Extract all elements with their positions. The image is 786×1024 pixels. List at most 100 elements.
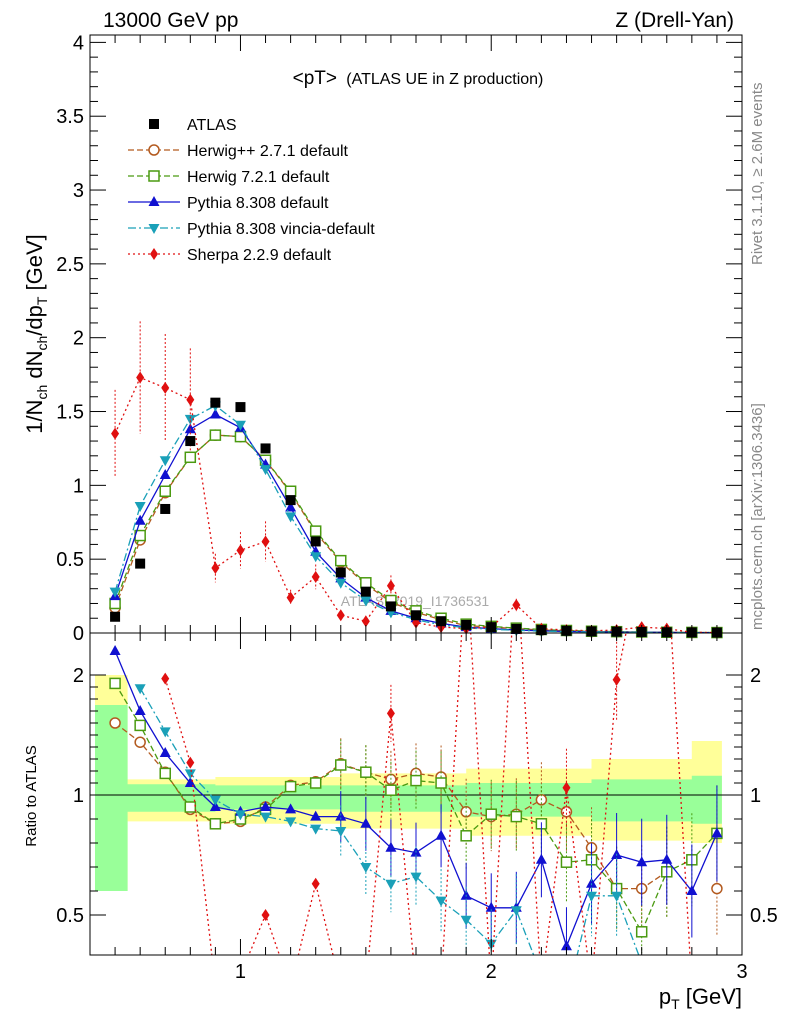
mcplots-label: mcplots.cern.ch [arXiv:1306.3436]	[749, 403, 766, 630]
ratio-marker	[134, 736, 146, 748]
ratio-marker	[410, 872, 422, 883]
ratio-marker	[586, 877, 598, 888]
atlas-data-point	[110, 611, 121, 622]
legend-marker	[148, 144, 160, 156]
series-marker	[159, 456, 171, 467]
ratio-marker	[261, 909, 270, 921]
series-marker	[161, 381, 170, 394]
ratio-tick-label-right: 1	[750, 785, 761, 807]
ratio-marker	[560, 856, 573, 868]
ratio-marker	[612, 673, 621, 686]
ratio-marker	[410, 774, 422, 787]
ratio-marker	[335, 827, 347, 837]
series-marker	[209, 429, 222, 441]
ratio-marker	[686, 885, 698, 895]
ratio-marker	[711, 882, 723, 895]
watermark: ATLAS_2019_I1736531	[341, 593, 490, 609]
ratio-band-outer	[95, 675, 722, 891]
ratio-marker	[184, 777, 196, 787]
y-tick-label-main: 2	[73, 328, 84, 350]
ratio-marker	[460, 915, 472, 926]
ratio-marker	[562, 781, 571, 794]
legend-label: Sherpa 2.2.9 default	[187, 247, 332, 264]
atlas-data-point	[160, 503, 171, 514]
series-marker	[234, 420, 246, 431]
atlas-data-point	[285, 495, 296, 506]
ratio-marker	[310, 824, 322, 835]
ratio-marker	[109, 677, 121, 690]
ratio-marker	[661, 853, 673, 864]
series-marker	[309, 525, 322, 537]
header-right: Z (Drell-Yan)	[615, 9, 734, 32]
series-marker	[285, 512, 297, 523]
ratio-marker	[184, 801, 197, 813]
atlas-data-point	[210, 397, 221, 408]
ratio-marker	[385, 841, 397, 852]
legend-label: ATLAS	[187, 117, 237, 134]
ratio-marker	[635, 926, 648, 938]
series-marker	[361, 615, 370, 628]
ratio-marker	[560, 940, 572, 951]
series-marker	[109, 587, 121, 598]
ratio-marker	[159, 767, 171, 780]
ratio-marker	[310, 810, 322, 821]
ratio-marker	[535, 853, 547, 864]
ratio-marker	[109, 717, 121, 729]
plot-title: <pT> (ATLAS UE in Z production)	[293, 68, 544, 89]
series-marker	[211, 562, 220, 575]
series-marker	[360, 596, 372, 607]
atlas-data-point	[411, 610, 421, 621]
y-tick-label-main: 1	[73, 475, 84, 497]
y-tick-label-main: 3	[73, 180, 84, 202]
ratio-marker	[335, 759, 347, 771]
main-ticks: 0 0.5 1 1.5 2 2.5 3 3.5 4	[56, 32, 742, 645]
ratio-marker	[435, 896, 447, 907]
y-tick-label-main: 0.5	[56, 549, 84, 571]
title-sub: (ATLAS UE in Z production)	[346, 71, 543, 88]
atlas-data-point	[185, 436, 196, 447]
series-marker	[159, 485, 171, 498]
series-marker	[284, 485, 297, 498]
series-marker	[335, 578, 347, 589]
ratio-tick-label-left: 0.5	[56, 905, 84, 927]
legend-marker	[150, 248, 158, 260]
ratio-marker	[309, 777, 322, 789]
legend-marker	[148, 224, 160, 234]
legend-label: Pythia 8.308 default	[187, 195, 329, 212]
x-tick-label: 3	[736, 961, 747, 983]
legend: ATLAS Herwig++ 2.7.1 default Herwig 7.2.1 …	[128, 117, 375, 264]
ratio-marker	[161, 672, 170, 685]
atlas-data-point	[260, 443, 271, 454]
ratio-marker	[159, 727, 171, 738]
ratio-marker	[360, 766, 372, 778]
ratio-tick-label-left: 2	[73, 665, 84, 687]
legend-marker	[148, 170, 160, 182]
ratio-marker	[360, 817, 372, 828]
ratio-marker	[360, 863, 372, 873]
atlas-data-point	[436, 616, 447, 627]
series-marker	[209, 408, 221, 419]
legend-marker	[148, 196, 160, 206]
ratio-tick-label-right: 2	[750, 665, 761, 687]
ratio-marker	[586, 891, 598, 902]
ratio-marker	[385, 784, 397, 796]
ratio-marker	[186, 756, 195, 769]
header-left: 13000 GeV pp	[103, 9, 238, 32]
ratio-marker	[134, 719, 146, 732]
rivet-label: Rivet 3.1.10, ≥ 2.6M events	[749, 83, 766, 266]
ratio-ticks: 0.5 0.5 1 1 2 2	[56, 665, 778, 927]
ratio-marker	[311, 877, 320, 890]
series-marker	[134, 502, 146, 513]
series-marker	[286, 591, 295, 604]
series-marker	[336, 609, 345, 622]
ratio-panel: 0.5 0.5 1 1 2 2 Ratio to ATLAS	[23, 632, 778, 956]
ratio-marker	[335, 810, 347, 821]
ratio-marker	[636, 856, 648, 867]
series-marker	[285, 501, 297, 512]
main-series-layer	[109, 321, 723, 639]
ratio-marker	[711, 827, 723, 838]
y-tick-label-main: 4	[73, 32, 84, 54]
ratio-marker	[285, 803, 297, 814]
atlas-data-point	[335, 567, 346, 578]
atlas-data-point	[235, 402, 246, 413]
